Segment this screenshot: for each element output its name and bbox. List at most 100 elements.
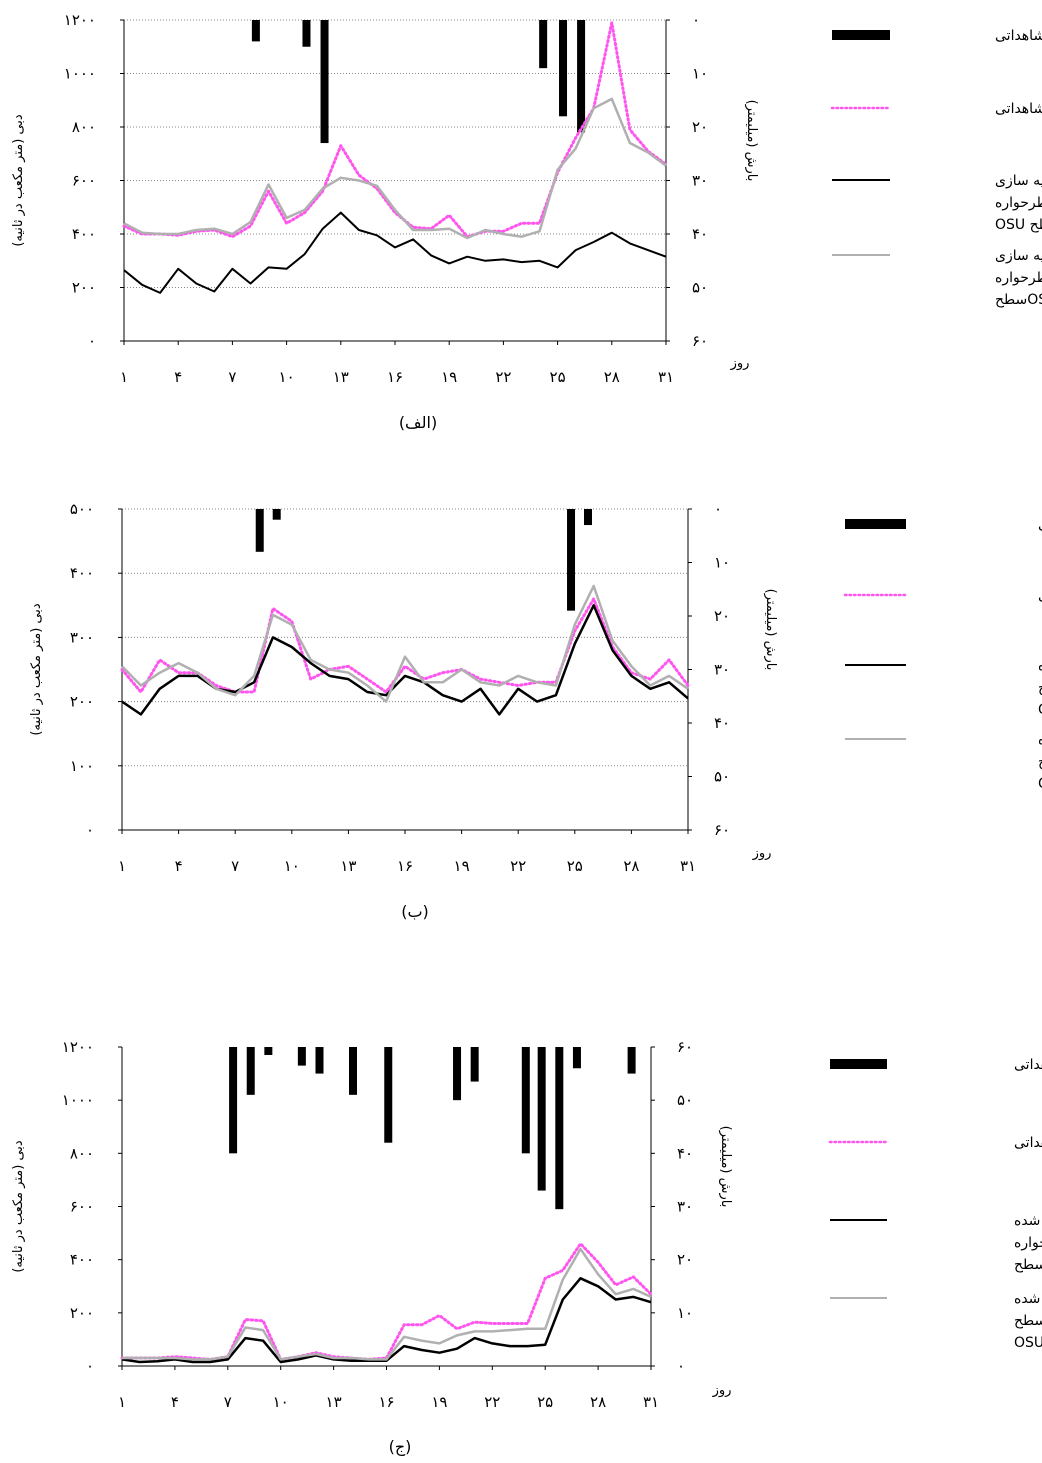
rain-bar [584,509,593,526]
x-tick-label: ۱۹ [441,368,457,386]
y2-tick-label: ۲۰ [677,1251,693,1269]
rain-bar [297,1047,306,1066]
legend-label: دبی شبیه سازی [995,248,1042,264]
y-tick-label: ۶۰۰ [72,172,96,190]
osu-sim-simulated-line [121,584,689,703]
y-tick-label: ۱۰۰۰ [62,1091,94,1109]
x-tick-label: ۱۰ [284,857,300,875]
y-axis-title: دبی (متر مکعب در ثانیه) [11,114,26,247]
y2-tick-label: ۰ [677,1357,685,1375]
y2-tick-label: ۱۰ [677,1304,693,1322]
y2-tick-label: ۴۰ [677,1144,693,1162]
x-tick-label: ۲۲ [510,857,526,875]
y-tick-label: ۸۰۰ [72,118,96,136]
y-tick-label: ۲۰۰ [70,693,94,711]
chart-panel-2: ۰ ۱۰۰ ۲۰۰ ۳۰۰ ۴۰۰ ۵۰۰ ۰ ۱۰ ۲۰ ۳۰ ۴۰ ۵۰ ۶۰ ۱ ۴ ۷ ۱۰ ۱۳ ۱۶ ۱۹… [29,500,1042,921]
x-tick-label: ۲۲ [484,1393,500,1411]
x-axis-title: روز [752,846,772,861]
legend-label: OSU-SIM [1014,1335,1042,1351]
rain-bar [348,1047,357,1095]
rain-bar [320,20,329,144]
rain-bar [384,1047,393,1143]
chart-panel-1: ۰ ۲۰۰ ۴۰۰ ۶۰۰ ۸۰۰ ۱۰۰۰ ۱۲۰۰ ۰ ۱۰ ۲۰ ۳۰ ۴۰ ۵۰ ۶۰ ۱ ۴ ۷ ۱۰ ۱… [11,11,1042,432]
legend-label: دبی مشاهداتی [1014,1135,1042,1151]
x-tick-label: ۱ [118,857,126,875]
legend-label: شده طرحواره [995,195,1042,211]
osu-simulated-line [123,211,667,294]
x-tick-label: ۷ [228,368,236,386]
x-tick-label: ۴ [174,368,182,386]
panel-label: (الف) [399,413,437,432]
x-tick-label: ۷ [231,857,239,875]
y-tick-label: ۵۰۰ [70,500,94,518]
legend: بارش مشاهداتی دبی مشاهداتی دبی شبیه سازی ش… [828,1057,1042,1351]
rain-bar [470,1047,479,1082]
y-tick-label: ۱۲۰۰ [62,1038,94,1056]
y2-tick-label: ۴۰ [692,225,708,243]
y-tick-label: ۲۰۰ [70,1304,94,1322]
osu-sim-simulated-line [123,97,667,240]
legend-label: دبی شبیه سازی شده [1038,658,1042,674]
x-axis-title: روز [712,1383,732,1398]
x-axis-title: روز [730,356,750,371]
y2-axis-title: بارش (میلیمتر) [744,100,759,182]
x-tick-label: ۲۵ [567,857,583,875]
y-tick-label: ۰ [86,821,94,839]
x-tick-label: ۴ [171,1393,179,1411]
x-tick-label: ۱۳ [333,368,349,386]
y2-tick-label: ۴۰ [714,714,730,732]
y2-tick-label: ۱۰ [714,554,730,572]
x-tick-label: ۲۸ [623,857,639,875]
x-tick-label: ۲۲ [495,368,511,386]
y-tick-label: ۴۰۰ [72,225,96,243]
rain-bar [315,1047,324,1074]
rain-bar [577,20,586,133]
legend: بارش مشاهداتی دبی مشاهداتی دبی شبیه سازی ش… [843,517,1042,792]
x-tick-label: ۲۵ [550,368,566,386]
y2-tick-label: ۵۰ [677,1091,693,1109]
panel-label: (ب) [401,902,429,921]
x-tick-label: ۱۰ [279,368,295,386]
legend-label: دبی شبیه سازی شده [1038,732,1042,748]
y2-axis-title: بارش (میلیمتر) [718,1126,733,1208]
y2-tick-label: ۲۰ [714,607,730,625]
legend-label: دبی شبیه سازی [995,173,1042,189]
legend-label: OSUسطح [1014,1257,1042,1273]
legend-label: بارش مشاهداتی [1014,1057,1042,1073]
y2-tick-label: ۰ [714,500,722,518]
y2-tick-label: ۲۰ [692,118,708,136]
y-tick-label: ۳۰۰ [70,628,94,646]
x-tick-label: ۱ [118,1393,126,1411]
legend-swatch-rain [832,30,890,40]
legend-label: دبی مشاهداتی [995,101,1042,117]
legend-label: دبی شبیه سازی شده [1014,1291,1042,1307]
y-tick-label: ۱۲۰۰ [64,11,96,29]
osu-simulated-line [121,1277,652,1364]
osu-sim-simulated-line [122,1247,652,1361]
observed-discharge-line [120,1242,653,1361]
y-tick-label: ۱۰۰۰ [64,65,96,83]
x-tick-label: ۲۸ [604,368,620,386]
x-tick-label: ۱۶ [387,368,403,386]
y2-tick-label: ۳۰ [677,1198,693,1216]
x-tick-label: ۱۹ [454,857,470,875]
legend-label: دبی مشاهداتی [1038,588,1042,604]
rain-bar [627,1047,636,1074]
rain-bar [539,20,548,69]
rain-bar [251,20,260,42]
x-tick-label: ۱۰ [273,1393,289,1411]
rain-bar [521,1047,530,1154]
rain-bar [559,20,568,117]
y2-tick-label: ۶۰ [677,1038,693,1056]
y2-tick-label: ۶۰ [714,821,730,839]
x-tick-label: ۱۹ [431,1393,447,1411]
legend-label: OSU-SIMسطح [995,292,1042,308]
legend-label: شده طرحواره [995,270,1042,286]
rain-bar [272,509,281,520]
legend: بارش مشاهداتی دبی مشاهداتی دبی شبیه سازی شد… [830,28,1042,308]
legend-label: بارش مشاهداتی [995,28,1042,44]
x-tick-label: ۳۱ [658,368,674,386]
legend-label: طرحواره سطح [1038,680,1042,696]
x-tick-label: ۱۶ [397,857,413,875]
